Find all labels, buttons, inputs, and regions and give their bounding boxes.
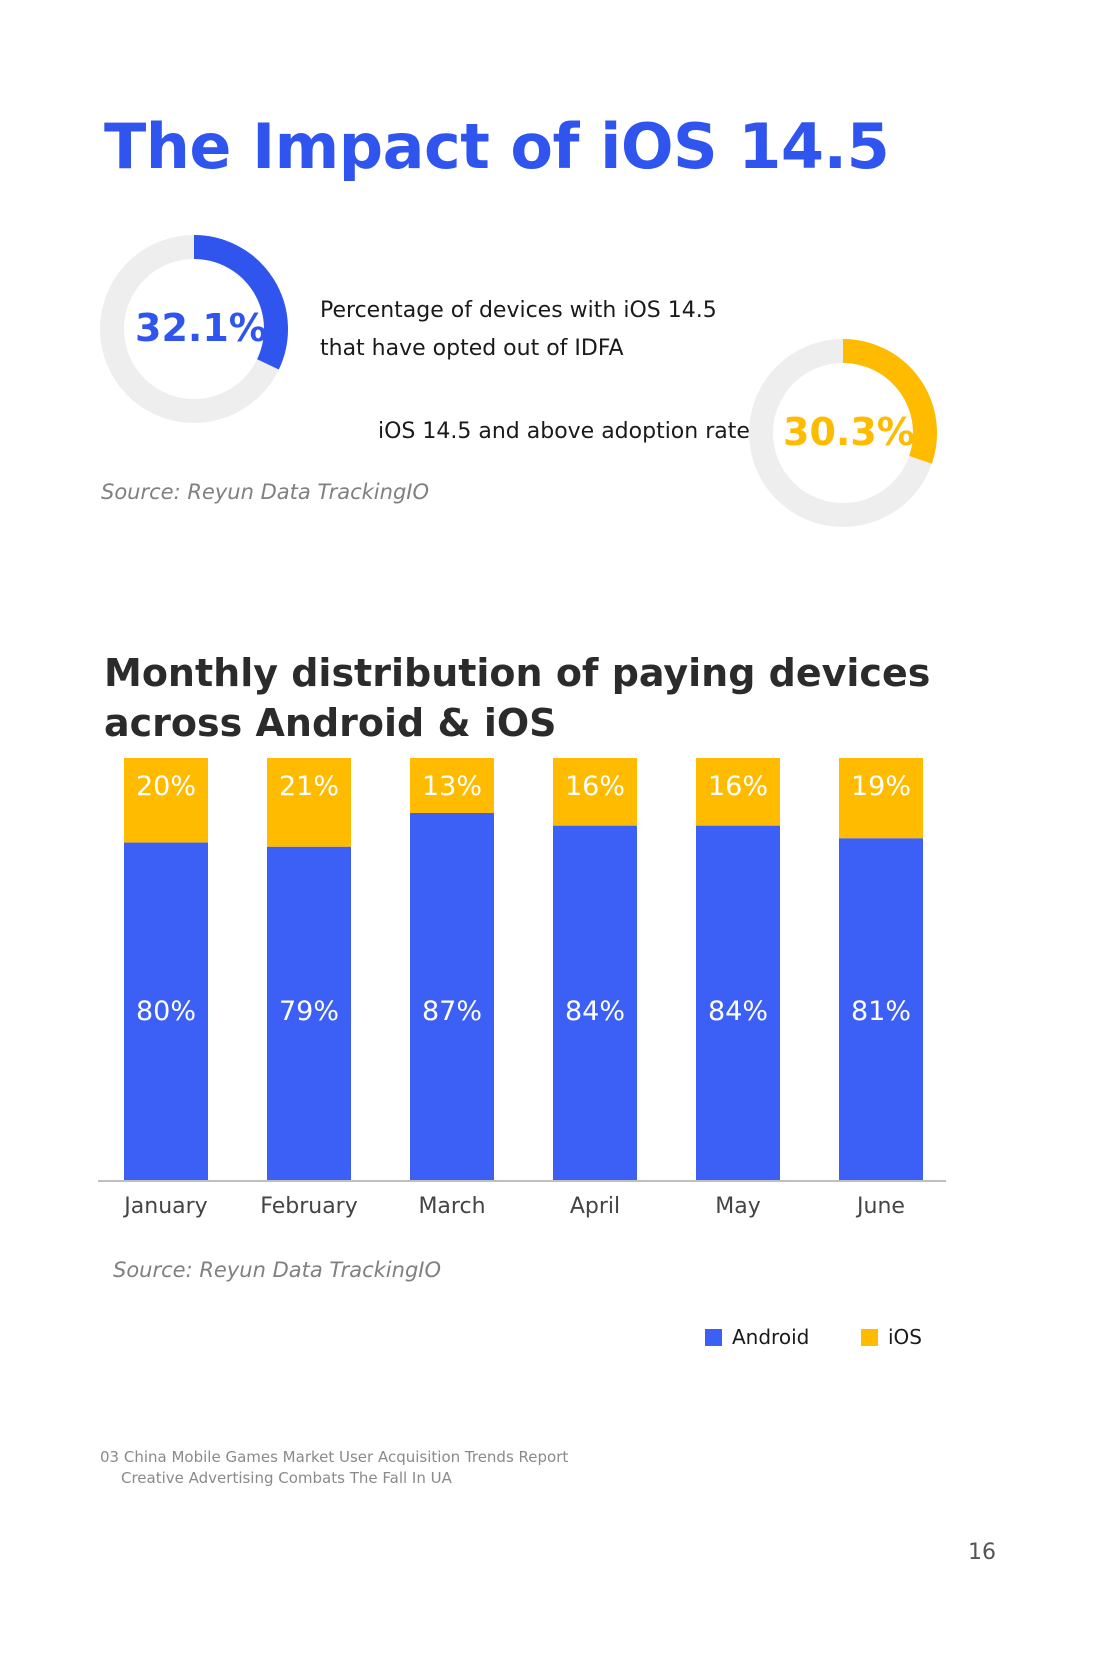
footer-line-2: Creative Advertising Combats The Fall In…: [121, 1469, 452, 1487]
x-tick-label: June: [855, 1194, 905, 1219]
opt-out-description-line: that have opted out of IDFA: [320, 336, 624, 361]
source-note-top: Source: Reyun Data TrackingIO: [101, 480, 429, 504]
donut-arc: [842, 339, 937, 464]
data-label-android: 84%: [565, 996, 625, 1027]
donut-arc: [193, 235, 288, 370]
bar-android: [553, 825, 637, 1181]
adoption-donut: [749, 339, 937, 527]
opt-out-value: 32.1%: [135, 306, 267, 350]
bar-android: [696, 825, 780, 1181]
bar-android: [410, 812, 494, 1181]
bar-ios: [553, 758, 637, 826]
source-note-bottom: Source: Reyun Data TrackingIO: [113, 1258, 441, 1282]
data-label-ios: 13%: [422, 771, 482, 802]
x-tick-label: February: [260, 1194, 358, 1219]
data-label-ios: 21%: [279, 771, 339, 802]
legend-android: Android: [705, 1325, 809, 1349]
bar-ios: [839, 758, 923, 839]
data-label-android: 81%: [851, 996, 911, 1027]
adoption-description-line: iOS 14.5 and above adoption rate: [378, 419, 750, 444]
adoption-value: 30.3%: [783, 410, 915, 454]
bar-android: [839, 838, 923, 1181]
x-tick-label: March: [418, 1194, 485, 1219]
bar-ios: [696, 758, 780, 826]
opt-out-description-line: Percentage of devices with iOS 14.5: [320, 298, 717, 323]
data-label-android: 79%: [279, 996, 339, 1027]
opt-out-description: Percentage of devices with iOS 14.5 that…: [320, 292, 717, 368]
data-label-android: 80%: [136, 996, 196, 1027]
opt-out-donut: [100, 235, 288, 423]
legend-android-swatch: [705, 1329, 722, 1346]
bar-ios: [124, 758, 208, 843]
x-tick-label: January: [122, 1194, 207, 1219]
bar-ios: [410, 758, 494, 813]
legend-android-label: Android: [732, 1325, 810, 1349]
adoption-description: iOS 14.5 and above adoption rate: [378, 413, 750, 451]
data-label-ios: 16%: [708, 771, 768, 802]
x-tick-label: May: [715, 1194, 760, 1219]
footer-line-1: 03 China Mobile Games Market User Acquis…: [100, 1448, 569, 1466]
legend-ios-label: iOS: [888, 1325, 922, 1349]
legend-ios: iOS: [861, 1325, 922, 1349]
data-label-ios: 16%: [565, 771, 625, 802]
bar-ios: [267, 758, 351, 847]
stacked-bar-chart: 20% 80% January 21% 79% February 13% 87% March 16…: [98, 758, 946, 1219]
chart-title: Monthly distribution of paying devices a…: [104, 651, 931, 745]
bar-android: [267, 846, 351, 1181]
x-tick-label: April: [570, 1194, 620, 1219]
data-label-android: 84%: [708, 996, 768, 1027]
legend-ios-swatch: [861, 1329, 878, 1346]
data-label-ios: 19%: [851, 771, 911, 802]
bar-android: [124, 842, 208, 1181]
data-label-android: 87%: [422, 996, 482, 1027]
page-title: The Impact of iOS 14.5: [104, 110, 890, 183]
data-label-ios: 20%: [136, 771, 196, 802]
page-number: 16: [968, 1540, 996, 1565]
